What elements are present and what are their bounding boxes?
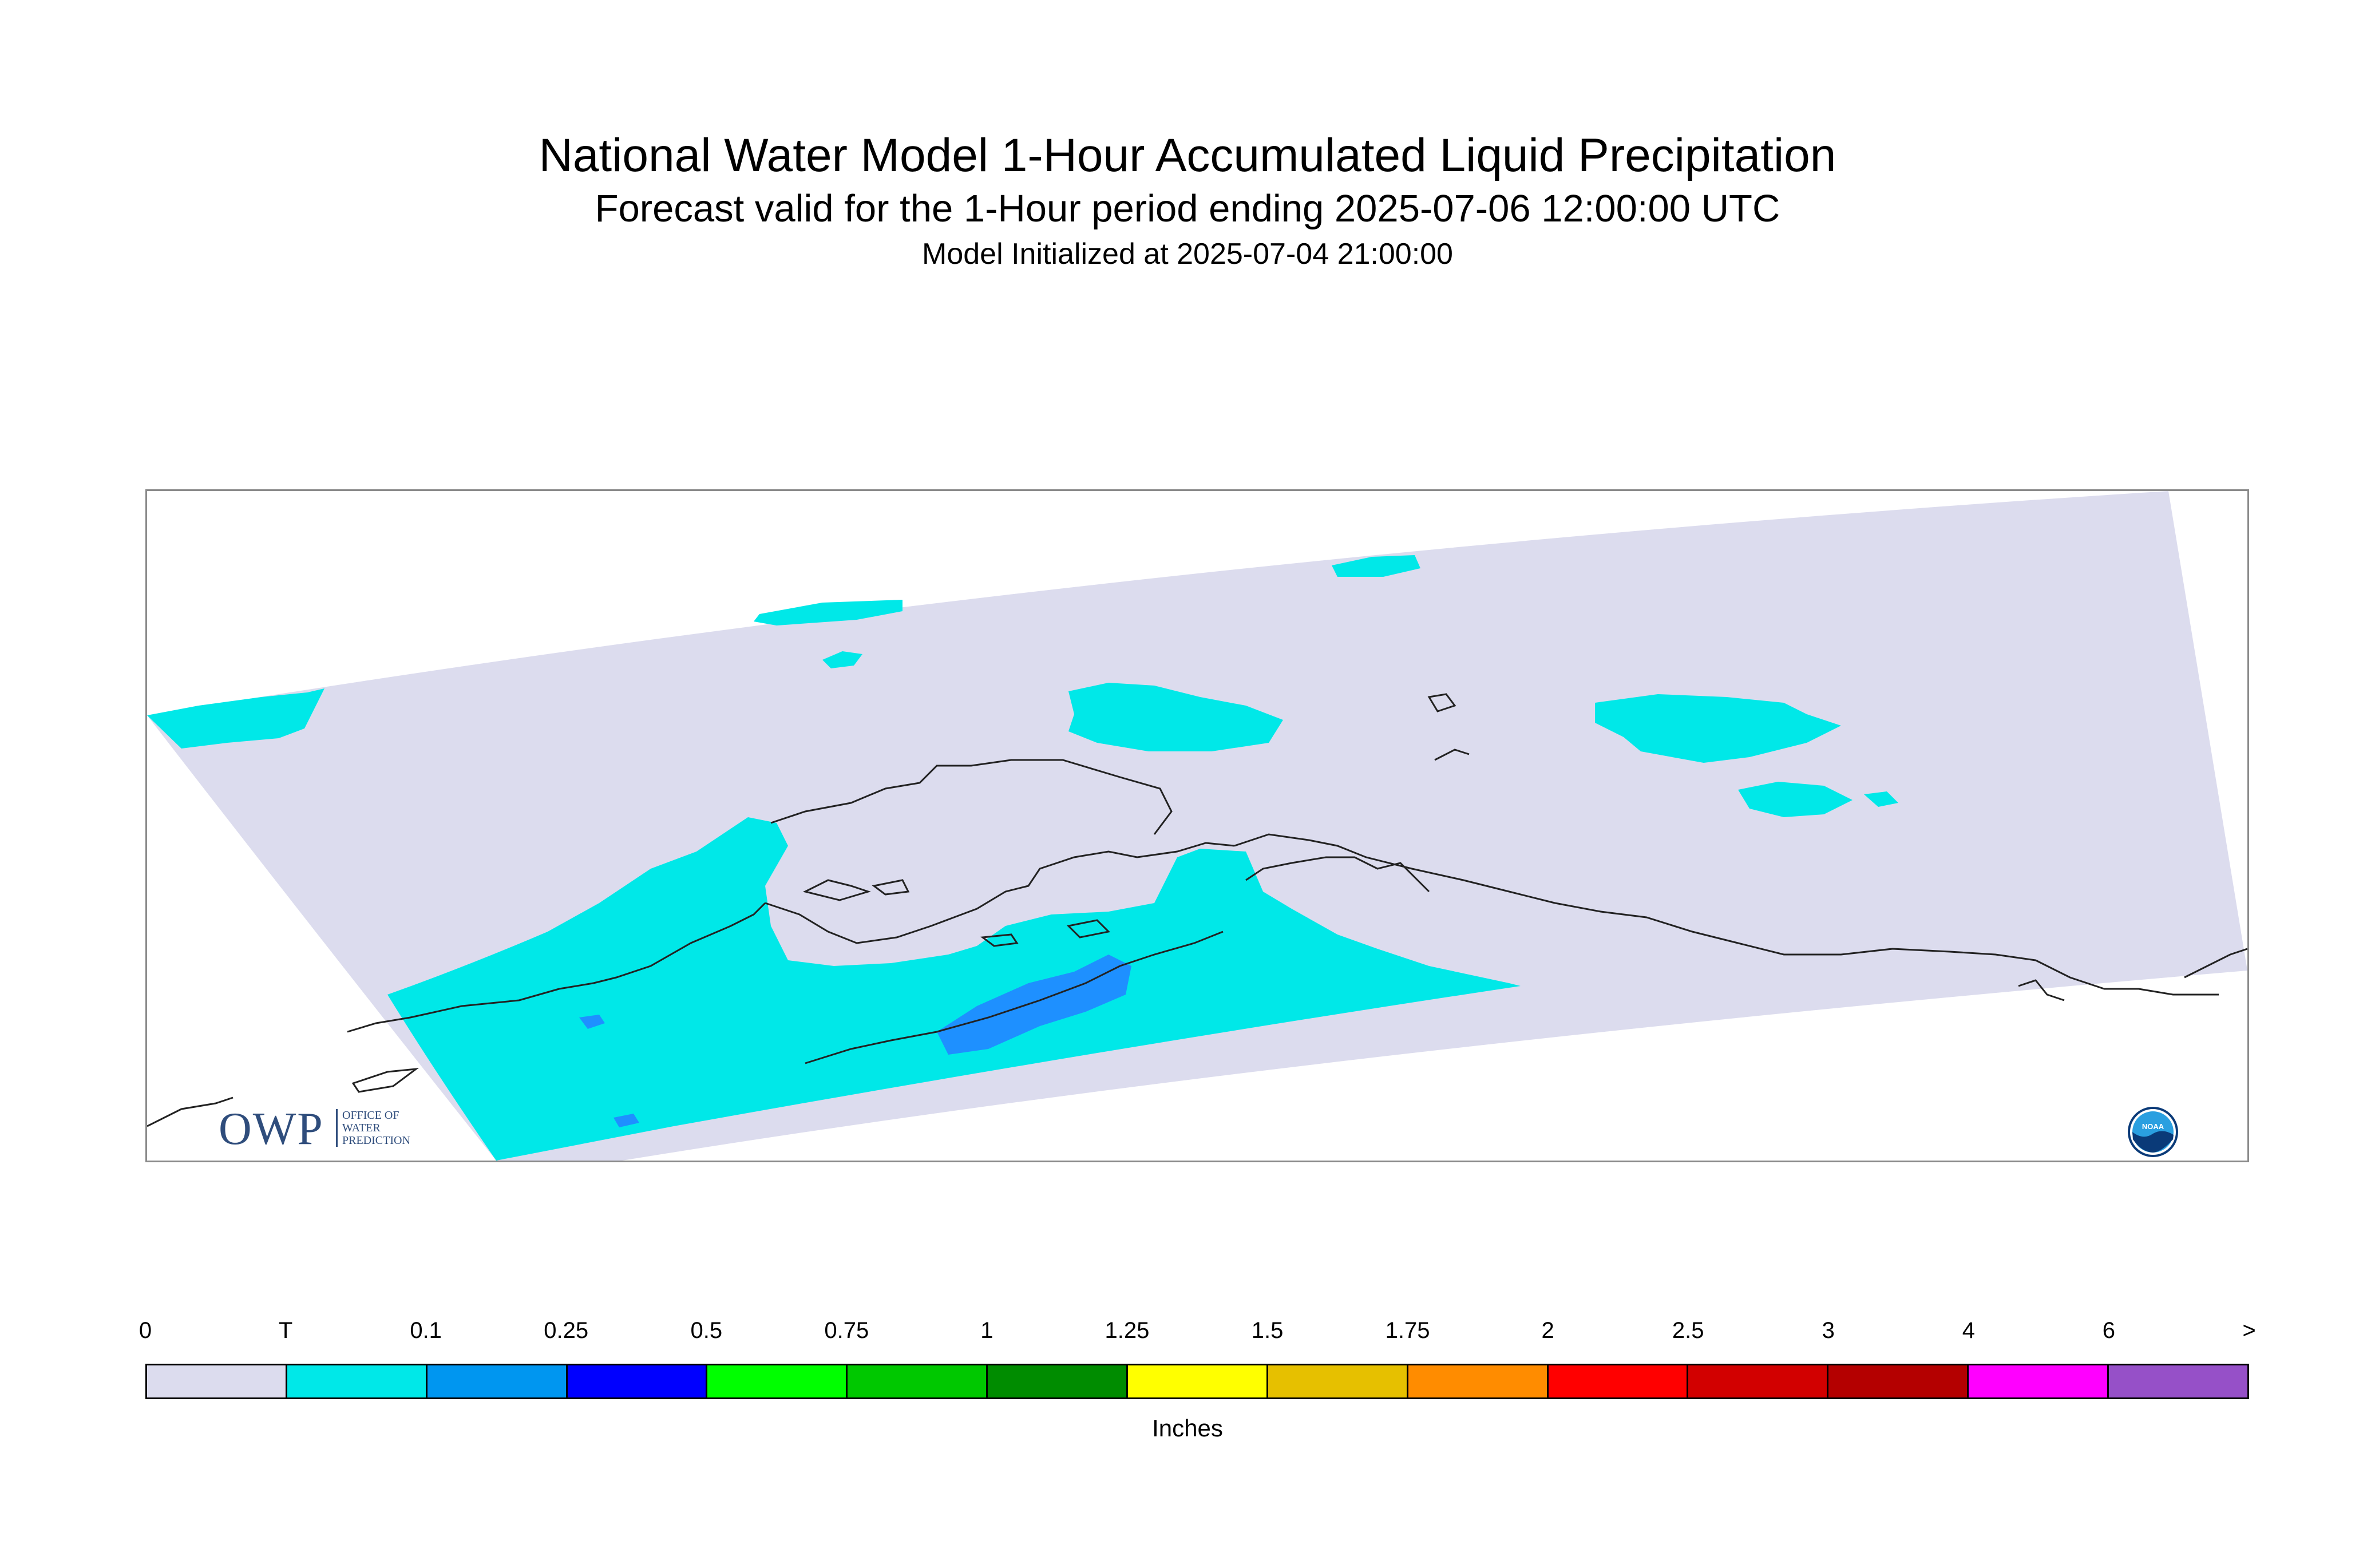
lake-3: [1066, 919, 1111, 939]
legend-color-swatch: [427, 1365, 568, 1397]
lake-outlines: [872, 879, 1111, 947]
precip-area-mid-1: [1068, 683, 1283, 751]
legend-color-swatch: [1688, 1365, 1829, 1397]
legend-color-swatch: [988, 1365, 1129, 1397]
precip-area-light-3: [613, 1114, 639, 1127]
coastline-small-island-2: [1434, 749, 1470, 761]
legend-color-swatch: [567, 1365, 708, 1397]
legend-tick-label: 0.5: [690, 1318, 723, 1343]
legend-tick-label: 1: [980, 1318, 993, 1343]
legend-unit-label: Inches: [1152, 1415, 1223, 1442]
page-title: National Water Model 1-Hour Accumulated …: [539, 129, 1836, 181]
owp-logo-letters: OWP: [219, 1104, 324, 1154]
legend-color-swatch: [1969, 1365, 2109, 1397]
noaa-logo: NOAA: [2128, 1107, 2178, 1157]
coastline-alaska-peninsula: [805, 930, 1224, 1064]
lake-1: [980, 933, 1019, 947]
legend-tick-label: 1.25: [1105, 1318, 1150, 1343]
legend-color-swatch: [1408, 1365, 1549, 1397]
legend-tick-label: 0.25: [544, 1318, 589, 1343]
coastline-lines: [147, 693, 2247, 1127]
legend-tick-label: 3: [1822, 1318, 1835, 1343]
legend-tick-label: 0.75: [824, 1318, 869, 1343]
coastline-east-alaska: [2018, 979, 2065, 1001]
precip-area-north-2: [822, 651, 862, 668]
legend-tick-labels: 0 T 0.1 0.25 0.5 0.75 1 1.25 1.5 1.75 2 2.5 3 4 6 >: [139, 1316, 2256, 1351]
map-frame: OWP Office of Water Prediction NOAA: [145, 489, 2249, 1162]
legend-color-swatch: [1128, 1365, 1268, 1397]
precip-area-south-band: [387, 817, 1521, 1161]
coastline-bristol-bay: [765, 842, 1235, 944]
coastline-north-interior: [770, 759, 1173, 835]
legend-tick-label: 0: [138, 1318, 152, 1343]
precip-area-east-1: [1595, 694, 1841, 763]
legend-tick-label: 2.5: [1672, 1318, 1704, 1343]
legend-color-swatch: [2109, 1365, 2247, 1397]
precip-area-north-3: [1332, 555, 1420, 577]
legend-color-swatch: [1828, 1365, 1969, 1397]
noaa-logo-text: NOAA: [2142, 1122, 2164, 1131]
coastline-yukon: [2184, 948, 2247, 979]
precip-area-light-1: [937, 955, 1131, 1055]
model-initialized-line: Model Initialized at 2025-07-04 21:00:00: [922, 237, 1453, 271]
legend-color-bar: [145, 1364, 2249, 1399]
coastline-small-island-1: [1427, 693, 1456, 712]
alaska-precipitation-map: [147, 491, 2247, 1161]
legend-tick-label: 0.1: [410, 1318, 442, 1343]
precip-area-light-2: [579, 1015, 605, 1029]
coastline-west-islands: [351, 1067, 419, 1093]
forecast-valid-subtitle: Forecast valid for the 1-Hour period end…: [595, 187, 1780, 230]
coastline-south-west: [347, 902, 766, 1033]
legend-tick-label: 4: [1962, 1318, 1975, 1343]
coastline-peninsula: [802, 879, 871, 901]
owp-logo-subtext: Office of Water Prediction: [336, 1109, 440, 1147]
precip-area-east-2: [1738, 782, 1852, 817]
lake-2: [872, 879, 910, 896]
legend-color-swatch: [287, 1365, 428, 1397]
precip-area-west: [147, 688, 324, 749]
precip-area-north-1: [754, 600, 902, 625]
legend-tick-label: 1.5: [1251, 1318, 1284, 1343]
legend-color-swatch: [1268, 1365, 1408, 1397]
coastline-far-southwest: [147, 1096, 233, 1127]
legend-color-swatch: [707, 1365, 848, 1397]
legend-color-swatch: [848, 1365, 988, 1397]
legend-tick-label: >: [2242, 1318, 2256, 1343]
legend-tick-label: 6: [2102, 1318, 2116, 1343]
coastline-gulf: [1234, 833, 2219, 996]
legend-color-swatch: [1548, 1365, 1689, 1397]
coastline-kenai: [1245, 856, 1430, 893]
precip-area-east-3: [1864, 791, 1898, 807]
legend-color-swatch: [147, 1365, 287, 1397]
legend-tick-label: T: [278, 1318, 293, 1343]
legend-tick-label: 2: [1541, 1318, 1554, 1343]
legend-tick-label: 1.75: [1385, 1318, 1430, 1343]
